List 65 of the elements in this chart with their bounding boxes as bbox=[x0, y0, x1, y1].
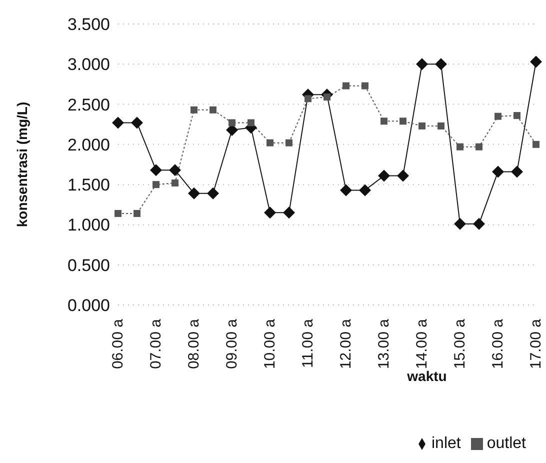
y-tick-label: 1.500 bbox=[67, 176, 110, 195]
point bbox=[190, 106, 198, 114]
point bbox=[532, 140, 540, 148]
y-tick-label: 0.500 bbox=[67, 256, 110, 275]
point bbox=[418, 122, 426, 130]
point bbox=[304, 95, 312, 102]
point bbox=[492, 166, 504, 178]
point bbox=[530, 56, 542, 68]
y-tick-label: 3.500 bbox=[67, 15, 110, 34]
x-tick-label: 17.00 a bbox=[528, 318, 544, 370]
x-tick-label: 11.00 a bbox=[300, 318, 316, 368]
x-tick-label: 15.00 a bbox=[452, 318, 468, 370]
x-tick-label: 06.00 a bbox=[110, 318, 126, 370]
point bbox=[134, 210, 140, 217]
point bbox=[380, 118, 388, 125]
point bbox=[283, 206, 295, 219]
point bbox=[210, 106, 216, 114]
x-tick-label: 16.00 a bbox=[490, 318, 506, 370]
x-tick-label: 09.00 a bbox=[224, 318, 240, 370]
y-axis-title: konsentrasi (mg/L) bbox=[14, 102, 30, 228]
y-tick-label: 3.000 bbox=[67, 55, 110, 74]
legend-label: outlet bbox=[486, 435, 526, 452]
x-tick-label: 14.00 a bbox=[414, 318, 430, 370]
point bbox=[454, 218, 466, 230]
x-tick-label: 10.00 a bbox=[262, 318, 278, 370]
point bbox=[438, 122, 444, 130]
point bbox=[359, 184, 371, 196]
point bbox=[342, 82, 350, 90]
point bbox=[397, 170, 409, 182]
point bbox=[266, 139, 274, 146]
x-tick-label: 07.00 a bbox=[148, 318, 164, 370]
point bbox=[362, 82, 368, 90]
x-axis-title: waktu bbox=[406, 368, 447, 384]
point bbox=[264, 206, 276, 219]
point bbox=[248, 119, 254, 126]
point bbox=[188, 187, 200, 200]
point bbox=[456, 143, 464, 150]
point bbox=[511, 166, 523, 178]
y-tick-label: 2.500 bbox=[67, 95, 110, 114]
point bbox=[435, 58, 447, 70]
legend-label: inlet bbox=[432, 435, 461, 452]
point bbox=[228, 119, 236, 126]
y-tick-label: 2.000 bbox=[67, 135, 110, 154]
point bbox=[340, 184, 352, 196]
x-tick-label: 12.00 a bbox=[338, 318, 354, 370]
x-tick-label: 13.00 a bbox=[376, 318, 392, 370]
point bbox=[494, 112, 502, 120]
point bbox=[514, 112, 520, 120]
y-tick-label: 1.000 bbox=[67, 216, 110, 235]
point bbox=[416, 58, 428, 70]
point bbox=[112, 116, 124, 129]
x-tick-label: 08.00 a bbox=[186, 318, 202, 370]
point bbox=[286, 139, 292, 146]
point bbox=[378, 170, 390, 182]
y-tick-label: 0.000 bbox=[67, 296, 110, 316]
point bbox=[114, 210, 122, 217]
point bbox=[400, 118, 406, 125]
point bbox=[172, 179, 178, 186]
point bbox=[150, 164, 162, 176]
point bbox=[131, 116, 143, 129]
point bbox=[152, 181, 160, 188]
point bbox=[207, 187, 219, 200]
point bbox=[476, 143, 482, 150]
point bbox=[169, 164, 181, 176]
point bbox=[473, 218, 485, 230]
